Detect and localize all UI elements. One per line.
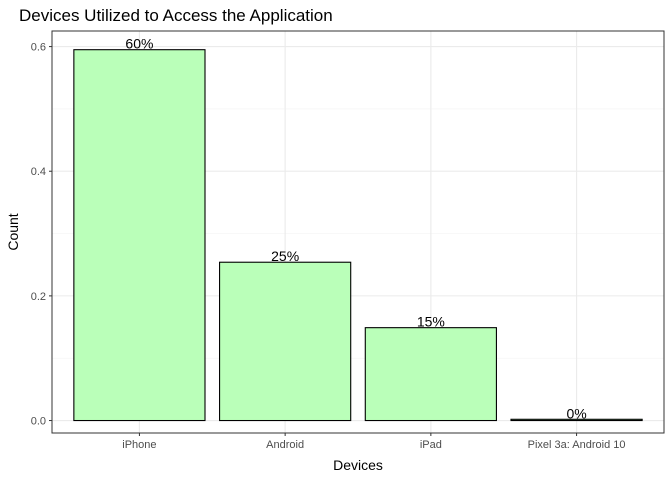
y-axis: 0.0 0.2 0.4 0.6: [31, 42, 52, 428]
bar-pixel-3a-android-10: [510, 418, 643, 422]
y-tick-label: 0.4: [31, 166, 46, 178]
y-tick-label: 0.0: [31, 416, 46, 428]
y-tick-label: 0.6: [31, 42, 46, 54]
x-tick-label: Pixel 3a: Android 10: [528, 439, 626, 451]
data-label: 60%: [125, 36, 153, 52]
bar-ipad: [364, 327, 497, 422]
data-label: 15%: [417, 314, 445, 330]
chart-title: Devices Utilized to Access the Applicati…: [19, 6, 333, 25]
bars: [73, 49, 643, 422]
x-axis: iPhone Android iPad Pixel 3a: Android 10: [122, 433, 626, 451]
y-tick-label: 0.2: [31, 291, 46, 303]
x-axis-title: Devices: [333, 457, 383, 473]
y-axis-title: Count: [5, 213, 21, 250]
bar-android: [219, 261, 352, 422]
x-tick-label: Android: [266, 439, 304, 451]
x-tick-label: iPad: [420, 439, 442, 451]
bar-iphone: [73, 49, 206, 422]
data-labels: 60% 25% 15% 0%: [125, 36, 586, 422]
data-label: 25%: [271, 248, 299, 264]
panel-border: [51, 30, 665, 434]
data-label: 0%: [566, 405, 586, 421]
x-tick-label: iPhone: [122, 439, 156, 451]
